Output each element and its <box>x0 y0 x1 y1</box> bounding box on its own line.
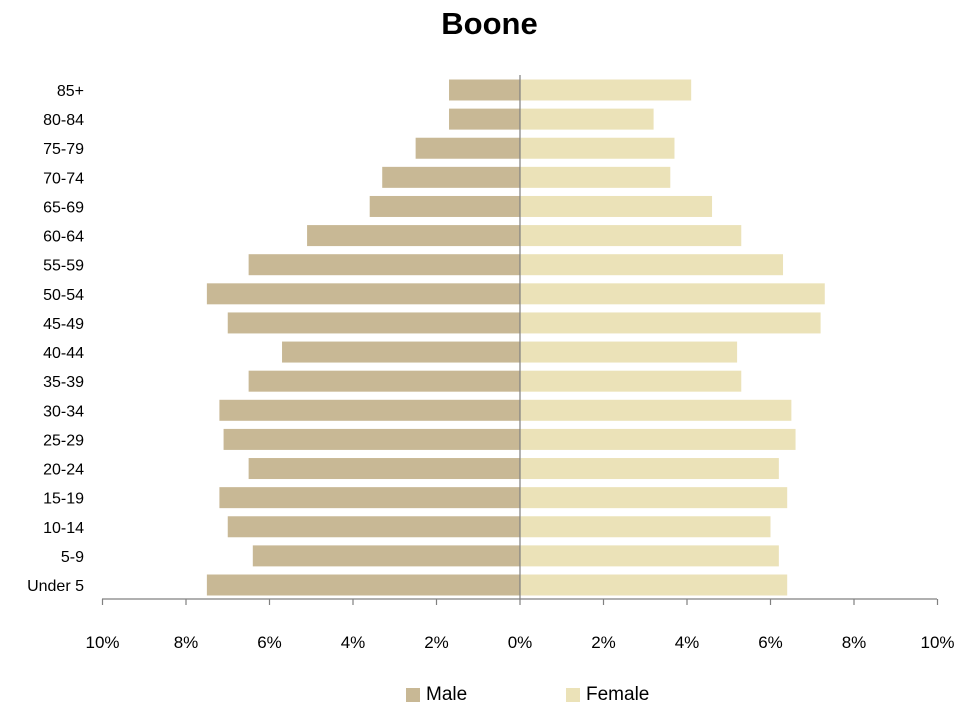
bar-female-50-54 <box>520 283 825 305</box>
legend-label: Male <box>426 684 468 705</box>
bar-female-20-24 <box>520 458 779 480</box>
x-tick-label: 2% <box>591 633 616 652</box>
x-tick-label: 6% <box>257 633 282 652</box>
bar-female-70-74 <box>520 166 671 188</box>
category-label: 10-14 <box>43 520 84 537</box>
category-label: 15-19 <box>43 491 84 508</box>
bar-female-30-34 <box>520 399 792 421</box>
bar-female-55-59 <box>520 254 784 276</box>
legend-item-male: Male <box>406 684 467 706</box>
bar-female-60-64 <box>520 225 742 247</box>
category-label: 20-24 <box>43 462 84 479</box>
category-label: 65-69 <box>43 199 84 216</box>
bar-female-10-14 <box>520 516 771 538</box>
x-tick-label: 8% <box>842 633 867 652</box>
bar-female-65-69 <box>520 195 713 217</box>
category-label: 30-34 <box>43 403 84 420</box>
bar-female-75-79 <box>520 137 675 159</box>
category-label: 50-54 <box>43 287 84 304</box>
category-label: Under 5 <box>27 578 84 595</box>
x-tick-label: 4% <box>675 633 700 652</box>
x-axis: 10% 8% 6% 4% 2% 0% 2% 4% 6% 8% 10% <box>85 75 955 652</box>
bar-male-20-24 <box>248 458 520 480</box>
bar-female-under-5 <box>520 574 788 596</box>
bar-male-under-5 <box>206 574 520 596</box>
category-label: 85+ <box>57 83 84 100</box>
x-tick-label: 10% <box>85 633 119 652</box>
bar-male-70-74 <box>382 166 520 188</box>
bar-male-65-69 <box>369 195 520 217</box>
category-label: 35-39 <box>43 374 84 391</box>
legend-label: Female <box>586 684 650 705</box>
x-tick-label: 4% <box>341 633 366 652</box>
bar-female-15-19 <box>520 487 788 509</box>
category-label: 5-9 <box>61 549 84 566</box>
x-tick-label: 8% <box>174 633 199 652</box>
bar-male-30-34 <box>219 399 520 421</box>
bar-male-40-44 <box>282 341 520 363</box>
x-tick-label: 2% <box>424 633 449 652</box>
category-label: 55-59 <box>43 258 84 275</box>
legend-swatch <box>406 688 420 702</box>
category-label: 70-74 <box>43 170 84 187</box>
x-tick-label: 6% <box>758 633 783 652</box>
bar-female-5-9 <box>520 545 779 567</box>
bar-female-80-84 <box>520 108 654 130</box>
bar-female-85+ <box>520 79 692 101</box>
bar-male-25-29 <box>223 428 520 450</box>
bar-male-75-79 <box>415 137 520 159</box>
category-label: 25-29 <box>43 432 84 449</box>
legend-swatch <box>566 688 580 702</box>
bar-male-85+ <box>449 79 520 101</box>
legend: Male Female <box>0 684 979 706</box>
bar-male-55-59 <box>248 254 520 276</box>
bar-male-60-64 <box>307 225 520 247</box>
bar-male-50-54 <box>206 283 520 305</box>
bar-male-80-84 <box>449 108 520 130</box>
x-tick-label: 0% <box>508 633 533 652</box>
bar-female-45-49 <box>520 312 821 334</box>
bar-male-45-49 <box>227 312 520 334</box>
bar-male-35-39 <box>248 370 520 392</box>
category-label: 80-84 <box>43 112 84 129</box>
category-label: 60-64 <box>43 229 84 246</box>
bar-male-5-9 <box>252 545 521 567</box>
category-label: 40-44 <box>43 345 84 362</box>
category-label: 75-79 <box>43 141 84 158</box>
bar-female-25-29 <box>520 428 796 450</box>
chart-title: Boone <box>441 6 538 41</box>
bar-female-40-44 <box>520 341 738 363</box>
bar-male-15-19 <box>219 487 520 509</box>
category-labels: Under 5 5-9 10-14 15-19 20-24 25-29 30-34 35-39… <box>27 83 84 595</box>
legend-item-female: Female <box>566 684 649 706</box>
category-label: 45-49 <box>43 316 84 333</box>
bars-group <box>206 79 825 596</box>
bar-female-35-39 <box>520 370 742 392</box>
x-tick-label: 10% <box>920 633 954 652</box>
bar-male-10-14 <box>227 516 520 538</box>
